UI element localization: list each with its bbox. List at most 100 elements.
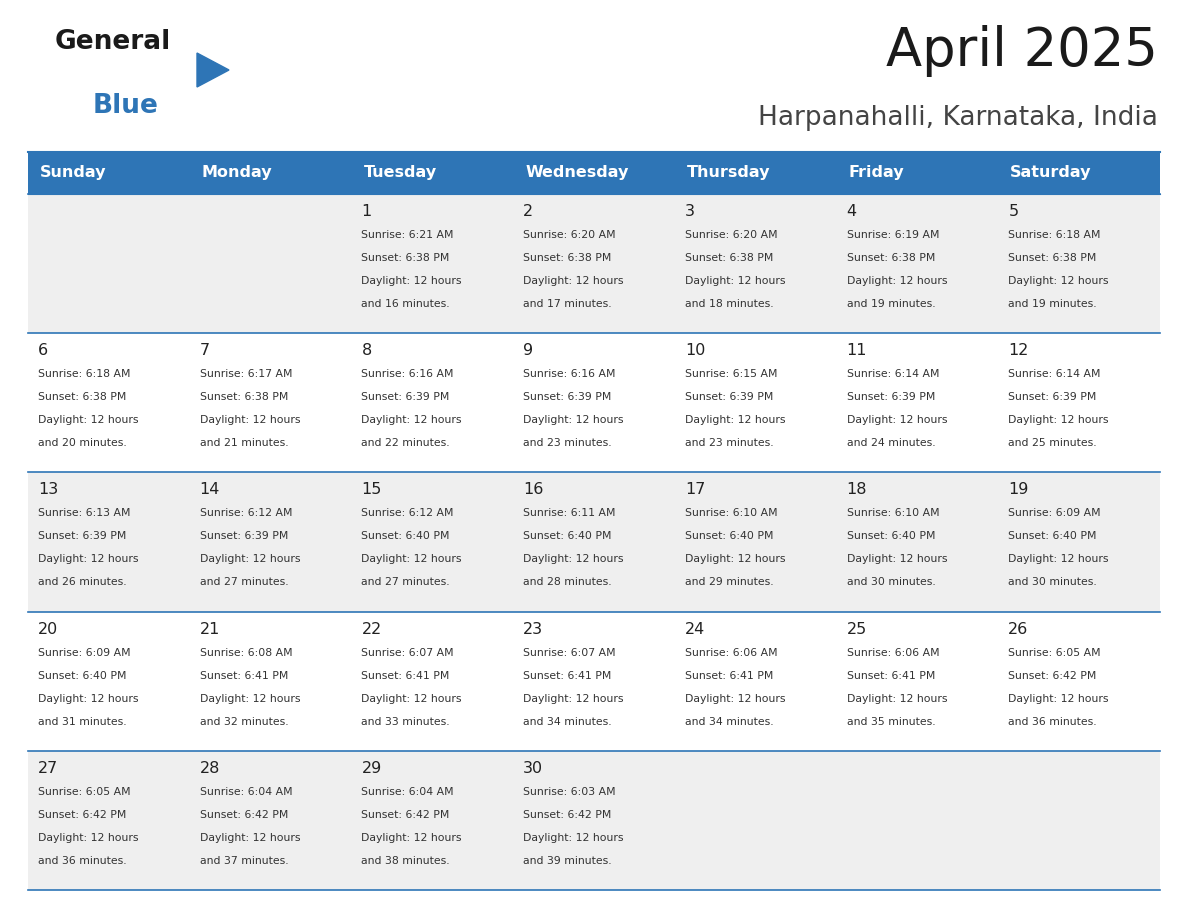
Text: Sunrise: 6:06 AM: Sunrise: 6:06 AM — [847, 647, 940, 657]
Text: Sunset: 6:39 PM: Sunset: 6:39 PM — [200, 532, 287, 542]
Text: Daylight: 12 hours: Daylight: 12 hours — [361, 694, 462, 703]
Text: Sunset: 6:40 PM: Sunset: 6:40 PM — [523, 532, 612, 542]
Text: and 36 minutes.: and 36 minutes. — [1009, 717, 1097, 727]
Text: Sunrise: 6:21 AM: Sunrise: 6:21 AM — [361, 230, 454, 240]
Text: Sunrise: 6:16 AM: Sunrise: 6:16 AM — [523, 369, 615, 379]
Text: Sunrise: 6:20 AM: Sunrise: 6:20 AM — [684, 230, 777, 240]
Polygon shape — [197, 53, 229, 87]
Text: Daylight: 12 hours: Daylight: 12 hours — [1009, 554, 1108, 565]
Bar — [675, 152, 836, 194]
Text: Saturday: Saturday — [1010, 165, 1092, 181]
Text: Sunrise: 6:09 AM: Sunrise: 6:09 AM — [1009, 509, 1101, 519]
Text: and 36 minutes.: and 36 minutes. — [38, 856, 127, 866]
Text: Daylight: 12 hours: Daylight: 12 hours — [200, 833, 301, 843]
Text: and 19 minutes.: and 19 minutes. — [847, 299, 935, 309]
Bar — [29, 473, 1159, 611]
Text: Sunset: 6:40 PM: Sunset: 6:40 PM — [361, 532, 450, 542]
Text: Sunrise: 6:10 AM: Sunrise: 6:10 AM — [684, 509, 777, 519]
Text: and 34 minutes.: and 34 minutes. — [684, 717, 773, 727]
Text: Sunset: 6:42 PM: Sunset: 6:42 PM — [200, 810, 287, 820]
Text: Sunset: 6:42 PM: Sunset: 6:42 PM — [1009, 671, 1097, 680]
Text: Sunrise: 6:06 AM: Sunrise: 6:06 AM — [684, 647, 777, 657]
Text: Sunset: 6:38 PM: Sunset: 6:38 PM — [847, 253, 935, 263]
Text: Daylight: 12 hours: Daylight: 12 hours — [1009, 276, 1108, 286]
Text: 19: 19 — [1009, 482, 1029, 498]
Text: Sunrise: 6:05 AM: Sunrise: 6:05 AM — [1009, 647, 1101, 657]
Text: and 30 minutes.: and 30 minutes. — [847, 577, 935, 588]
Bar — [836, 152, 998, 194]
Text: 8: 8 — [361, 343, 372, 358]
Text: Sunset: 6:39 PM: Sunset: 6:39 PM — [361, 392, 450, 402]
Text: Daylight: 12 hours: Daylight: 12 hours — [38, 694, 139, 703]
Text: Sunrise: 6:16 AM: Sunrise: 6:16 AM — [361, 369, 454, 379]
Text: Sunset: 6:38 PM: Sunset: 6:38 PM — [361, 253, 450, 263]
Bar — [29, 152, 190, 194]
Text: and 20 minutes.: and 20 minutes. — [38, 438, 127, 448]
Text: Sunset: 6:41 PM: Sunset: 6:41 PM — [200, 671, 287, 680]
Text: Daylight: 12 hours: Daylight: 12 hours — [38, 554, 139, 565]
Text: Daylight: 12 hours: Daylight: 12 hours — [361, 554, 462, 565]
Text: Sunrise: 6:18 AM: Sunrise: 6:18 AM — [38, 369, 131, 379]
Text: Sunset: 6:40 PM: Sunset: 6:40 PM — [38, 671, 126, 680]
Text: Sunrise: 6:09 AM: Sunrise: 6:09 AM — [38, 647, 131, 657]
Text: Blue: Blue — [93, 93, 159, 119]
Text: Daylight: 12 hours: Daylight: 12 hours — [1009, 415, 1108, 425]
Text: 30: 30 — [523, 761, 543, 776]
Text: Sunrise: 6:11 AM: Sunrise: 6:11 AM — [523, 509, 615, 519]
Text: Sunset: 6:39 PM: Sunset: 6:39 PM — [684, 392, 773, 402]
Text: Sunset: 6:38 PM: Sunset: 6:38 PM — [38, 392, 126, 402]
Text: and 32 minutes.: and 32 minutes. — [200, 717, 289, 727]
Text: Sunset: 6:40 PM: Sunset: 6:40 PM — [847, 532, 935, 542]
Text: and 29 minutes.: and 29 minutes. — [684, 577, 773, 588]
Text: Sunrise: 6:19 AM: Sunrise: 6:19 AM — [847, 230, 939, 240]
Text: Sunset: 6:38 PM: Sunset: 6:38 PM — [1009, 253, 1097, 263]
Text: Sunrise: 6:12 AM: Sunrise: 6:12 AM — [361, 509, 454, 519]
Text: 29: 29 — [361, 761, 381, 776]
Text: Sunrise: 6:05 AM: Sunrise: 6:05 AM — [38, 787, 131, 797]
Text: Friday: Friday — [848, 165, 904, 181]
Bar — [513, 152, 675, 194]
Text: Tuesday: Tuesday — [364, 165, 436, 181]
Text: 7: 7 — [200, 343, 210, 358]
Text: and 19 minutes.: and 19 minutes. — [1009, 299, 1097, 309]
Text: Sunset: 6:40 PM: Sunset: 6:40 PM — [1009, 532, 1097, 542]
Text: Sunrise: 6:04 AM: Sunrise: 6:04 AM — [200, 787, 292, 797]
Text: Daylight: 12 hours: Daylight: 12 hours — [523, 833, 624, 843]
Text: Daylight: 12 hours: Daylight: 12 hours — [847, 415, 947, 425]
Text: Sunset: 6:42 PM: Sunset: 6:42 PM — [361, 810, 450, 820]
Text: Daylight: 12 hours: Daylight: 12 hours — [38, 833, 139, 843]
Text: 24: 24 — [684, 621, 706, 636]
Text: and 25 minutes.: and 25 minutes. — [1009, 438, 1097, 448]
Text: 10: 10 — [684, 343, 706, 358]
Text: 17: 17 — [684, 482, 706, 498]
Text: and 34 minutes.: and 34 minutes. — [523, 717, 612, 727]
Text: Daylight: 12 hours: Daylight: 12 hours — [847, 554, 947, 565]
Text: Monday: Monday — [202, 165, 272, 181]
Text: and 27 minutes.: and 27 minutes. — [200, 577, 289, 588]
Text: 13: 13 — [38, 482, 58, 498]
Bar — [29, 194, 1159, 333]
Text: 23: 23 — [523, 621, 543, 636]
Text: Daylight: 12 hours: Daylight: 12 hours — [847, 694, 947, 703]
Text: Sunset: 6:41 PM: Sunset: 6:41 PM — [523, 671, 612, 680]
Text: Sunset: 6:39 PM: Sunset: 6:39 PM — [1009, 392, 1097, 402]
Text: Sunset: 6:38 PM: Sunset: 6:38 PM — [200, 392, 287, 402]
Text: and 24 minutes.: and 24 minutes. — [847, 438, 935, 448]
Text: and 22 minutes.: and 22 minutes. — [361, 438, 450, 448]
Text: Sunset: 6:41 PM: Sunset: 6:41 PM — [847, 671, 935, 680]
Text: Sunset: 6:42 PM: Sunset: 6:42 PM — [523, 810, 612, 820]
Text: Sunrise: 6:10 AM: Sunrise: 6:10 AM — [847, 509, 940, 519]
Text: and 35 minutes.: and 35 minutes. — [847, 717, 935, 727]
Text: 11: 11 — [847, 343, 867, 358]
Text: 16: 16 — [523, 482, 544, 498]
Text: Sunrise: 6:17 AM: Sunrise: 6:17 AM — [200, 369, 292, 379]
Text: Daylight: 12 hours: Daylight: 12 hours — [847, 276, 947, 286]
Text: 27: 27 — [38, 761, 58, 776]
Text: Sunset: 6:39 PM: Sunset: 6:39 PM — [38, 532, 126, 542]
Text: Sunrise: 6:15 AM: Sunrise: 6:15 AM — [684, 369, 777, 379]
Bar — [998, 152, 1159, 194]
Text: Sunset: 6:40 PM: Sunset: 6:40 PM — [684, 532, 773, 542]
Text: Sunrise: 6:14 AM: Sunrise: 6:14 AM — [847, 369, 939, 379]
Text: and 37 minutes.: and 37 minutes. — [200, 856, 289, 866]
Text: and 21 minutes.: and 21 minutes. — [200, 438, 289, 448]
